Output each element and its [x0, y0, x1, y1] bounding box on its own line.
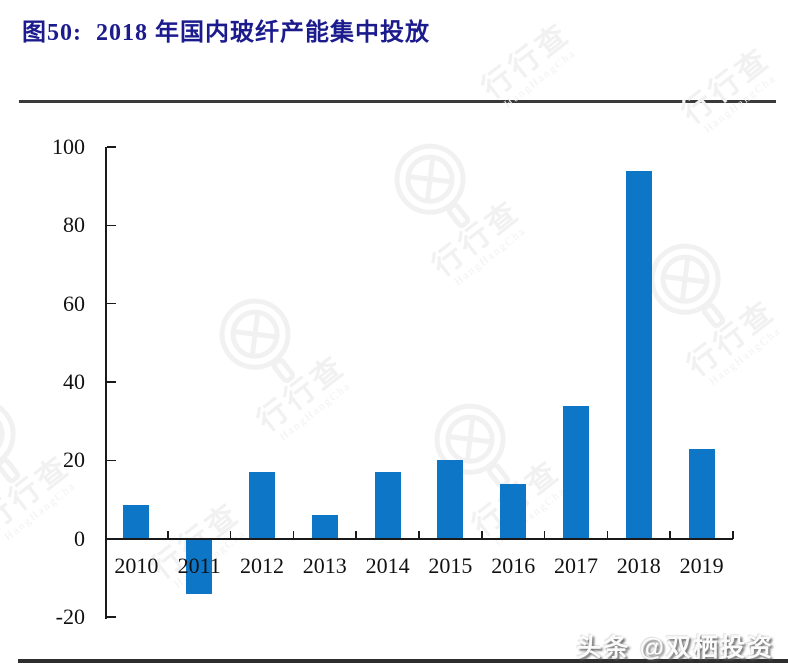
y-tick-label-80: 80 [63, 212, 85, 238]
x-tick-1 [167, 530, 169, 539]
bar-2011 [186, 539, 213, 595]
watermark-brand-cn: 行行查 [426, 194, 527, 284]
x-label-2015: 2015 [428, 552, 473, 578]
x-label-2016: 2016 [491, 552, 536, 578]
x-label-2018: 2018 [616, 552, 661, 578]
watermark-brand-cn: 行行查 [251, 349, 352, 439]
watermark-brand-cn: 行行查 [676, 41, 777, 131]
y-tick-label--20: -20 [55, 604, 85, 629]
bar-2015 [437, 460, 464, 539]
y-tick-label-100: 100 [52, 134, 85, 159]
y-tick-label-40: 40 [63, 369, 85, 394]
bar-2012 [249, 472, 275, 539]
watermark-brand-en: HangHangCha [502, 47, 579, 111]
y-tick-80 [107, 224, 116, 227]
x-tick-9 [669, 530, 671, 539]
share-credit-watermark: 头条 @双栖投资 [576, 634, 774, 662]
figure-title: 图50: 2018 年国内玻纤产能集中投放 [22, 20, 430, 46]
x-label-2011: 2011 [177, 552, 221, 578]
x-tick-10 [732, 530, 734, 539]
bar-2010 [123, 505, 150, 539]
bar-2016 [500, 483, 527, 539]
y-axis-line [105, 147, 107, 619]
watermark-brand-en: HangHangCha [702, 72, 779, 136]
x-tick-5 [418, 530, 420, 539]
hanghangcha-magnifier-logo [394, 143, 470, 229]
y-tick-40 [107, 381, 116, 383]
x-label-2010: 2010 [114, 552, 159, 578]
x-tick-3 [292, 530, 295, 539]
watermark-brand-en: HangHangCha [707, 324, 784, 389]
hanghangcha-magnifier-logo [0, 398, 20, 484]
y-tick-label-60: 60 [63, 290, 85, 316]
hanghangcha-magnifier-logo [219, 298, 295, 384]
bar-2014 [374, 472, 401, 539]
x-axis-line [105, 537, 733, 540]
bar-2018 [625, 170, 652, 539]
bottom-border-rule [18, 659, 788, 663]
x-label-2013: 2013 [302, 552, 347, 578]
y-tick-20 [107, 459, 116, 462]
x-tick-8 [606, 530, 609, 539]
watermark-brand-en: HangHangCha [452, 224, 529, 289]
x-label-2019: 2019 [679, 552, 724, 578]
bar-2013 [311, 515, 338, 539]
title-divider-rule [19, 100, 776, 103]
y-tick-60 [107, 302, 116, 305]
bar-2019 [688, 448, 715, 539]
watermark-brand-cn: 行行查 [476, 16, 577, 106]
watermark-brand-en: HangHangCha [277, 379, 354, 444]
x-label-2012: 2012 [239, 552, 284, 578]
y-tick-0 [107, 537, 116, 540]
bar-2017 [563, 405, 589, 539]
watermark-brand-cn: 行行查 [681, 294, 782, 384]
y-tick-100 [107, 146, 116, 148]
x-label-2014: 2014 [365, 552, 410, 578]
x-tick-7 [543, 530, 546, 539]
x-label-2017: 2017 [553, 552, 598, 578]
y-tick-label-20: 20 [63, 447, 85, 473]
y-tick--20 [107, 616, 116, 618]
x-tick-6 [481, 530, 483, 539]
y-tick-label-0: 0 [74, 525, 85, 551]
x-tick-4 [355, 530, 357, 539]
x-tick-2 [229, 530, 232, 539]
